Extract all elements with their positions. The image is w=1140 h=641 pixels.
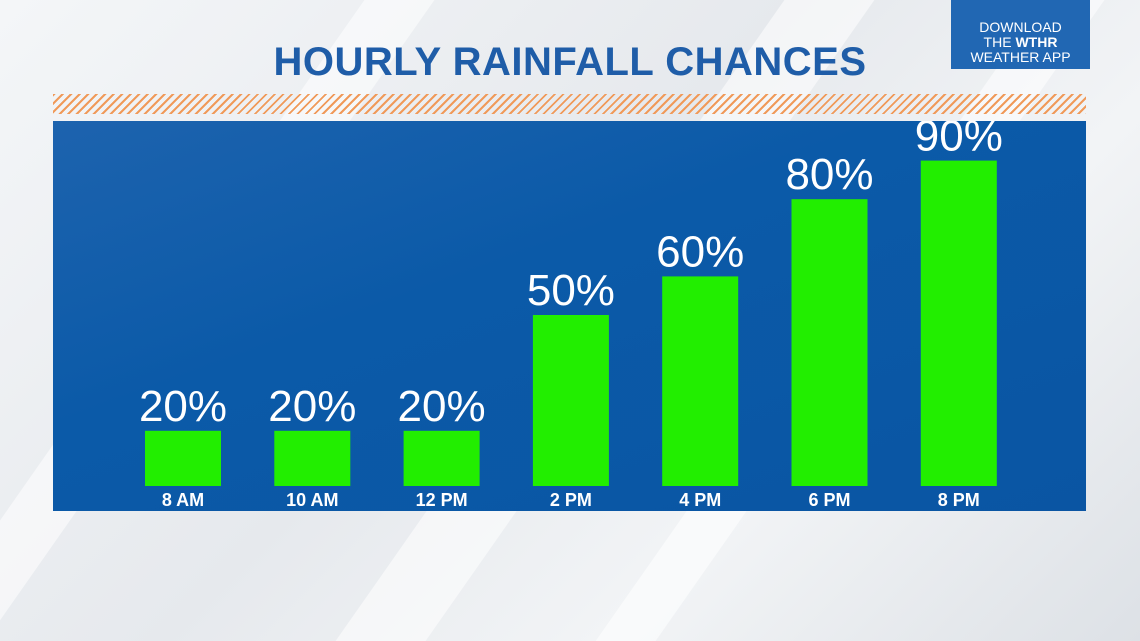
page-title: HOURLY RAINFALL CHANCES xyxy=(273,40,867,84)
value-label: 20% xyxy=(268,382,356,431)
bar-2-pm xyxy=(532,315,609,486)
value-label: 60% xyxy=(656,227,744,276)
bar-10-am xyxy=(274,430,351,486)
category-label: 6 PM xyxy=(808,490,850,510)
promo-line-3: WEATHER APP xyxy=(970,49,1071,65)
bar-4-pm xyxy=(662,276,739,486)
value-label: 80% xyxy=(785,150,873,199)
value-label: 20% xyxy=(398,382,486,431)
category-label: 12 PM xyxy=(416,490,468,510)
bar-6-pm xyxy=(791,199,868,486)
category-label: 4 PM xyxy=(679,490,721,510)
category-label: 8 AM xyxy=(162,490,204,510)
promo-line-2-prefix: THE xyxy=(983,34,1016,50)
chart-panel: 20% 8 AM 20% 10 AM 20% 12 PM 50% 2 PM 60% 4 PM 80%… xyxy=(53,121,1086,511)
bar-12-pm xyxy=(403,430,480,486)
category-label: 10 AM xyxy=(286,490,338,510)
category-label: 8 PM xyxy=(938,490,980,510)
category-label: 2 PM xyxy=(550,490,592,510)
promo-brand: WTHR xyxy=(1015,34,1058,50)
bar-8-am xyxy=(145,430,221,486)
rainfall-bar-chart: 20% 8 AM 20% 10 AM 20% 12 PM 50% 2 PM 60% 4 PM 80%… xyxy=(139,121,1003,510)
promo-line-2: THE WTHR xyxy=(951,35,1090,50)
value-label: 20% xyxy=(139,382,227,431)
value-label: 90% xyxy=(915,121,1003,161)
download-app-promo[interactable]: DOWNLOAD THE WTHR WEATHER APP xyxy=(951,0,1090,69)
bar-8-pm xyxy=(920,160,997,486)
hatch-divider xyxy=(53,94,1086,114)
value-label: 50% xyxy=(527,266,615,315)
promo-line-1: DOWNLOAD xyxy=(979,19,1062,35)
